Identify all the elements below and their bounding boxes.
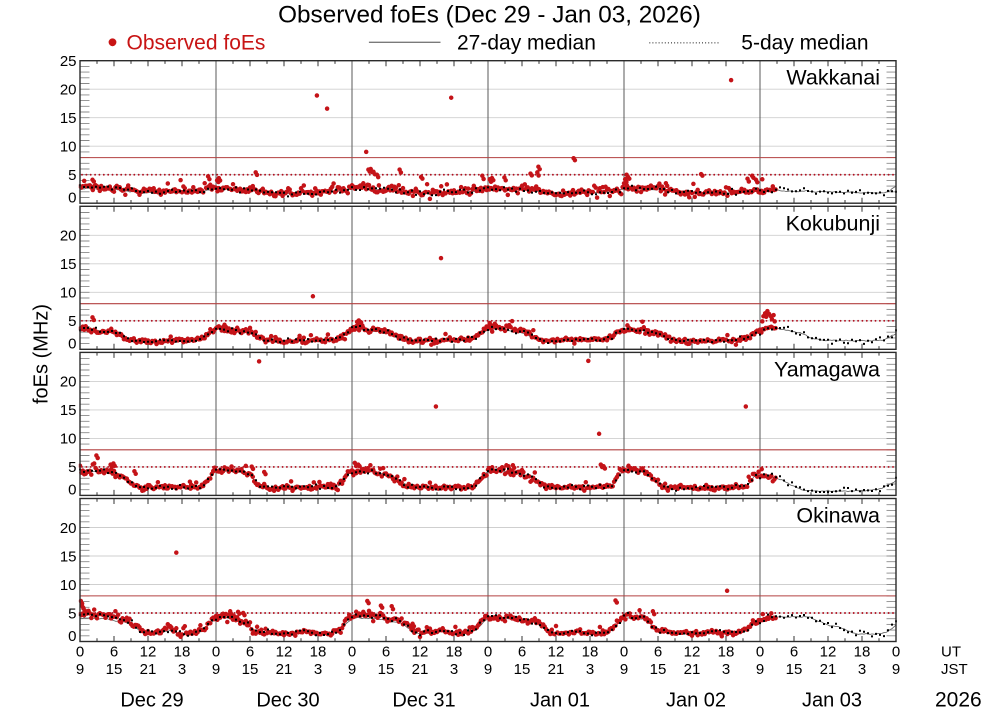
svg-text:3: 3: [722, 661, 730, 678]
svg-text:10: 10: [60, 577, 77, 594]
svg-text:9: 9: [756, 661, 764, 678]
svg-text:0: 0: [68, 336, 76, 353]
svg-text:9: 9: [484, 661, 492, 678]
svg-text:foEs (MHz): foEs (MHz): [31, 304, 53, 404]
svg-text:UT: UT: [941, 644, 961, 661]
svg-text:0: 0: [484, 644, 492, 661]
svg-text:18: 18: [718, 644, 735, 661]
svg-text:10: 10: [60, 431, 77, 448]
svg-text:3: 3: [586, 661, 594, 678]
svg-text:0: 0: [212, 644, 220, 661]
svg-text:6: 6: [246, 644, 254, 661]
svg-text:9: 9: [212, 661, 220, 678]
svg-text:Dec 31: Dec 31: [392, 690, 455, 712]
svg-text:0: 0: [68, 628, 76, 645]
svg-text:Okinawa: Okinawa: [796, 504, 880, 528]
svg-text:Dec 29: Dec 29: [120, 690, 183, 712]
svg-text:Jan 01: Jan 01: [530, 690, 590, 712]
svg-text:3: 3: [314, 661, 322, 678]
svg-text:5: 5: [68, 459, 76, 476]
svg-text:Kokubunji: Kokubunji: [786, 211, 880, 235]
svg-text:21: 21: [684, 661, 701, 678]
svg-text:5: 5: [68, 605, 76, 622]
svg-text:2026: 2026: [935, 689, 982, 712]
svg-text:20: 20: [60, 82, 77, 99]
svg-text:12: 12: [684, 644, 701, 661]
svg-text:0: 0: [756, 644, 764, 661]
svg-text:18: 18: [446, 644, 463, 661]
svg-text:0: 0: [892, 644, 900, 661]
svg-text:25: 25: [60, 53, 77, 70]
svg-text:21: 21: [412, 661, 429, 678]
svg-text:10: 10: [60, 285, 77, 302]
svg-text:Jan 03: Jan 03: [802, 690, 862, 712]
svg-text:18: 18: [854, 644, 871, 661]
svg-text:21: 21: [276, 661, 293, 678]
svg-text:3: 3: [858, 661, 866, 678]
svg-text:27-day median: 27-day median: [457, 32, 596, 55]
svg-text:6: 6: [382, 644, 390, 661]
svg-text:10: 10: [60, 139, 77, 156]
svg-text:12: 12: [548, 644, 565, 661]
svg-text:5: 5: [68, 313, 76, 330]
svg-text:6: 6: [110, 644, 118, 661]
svg-text:18: 18: [310, 644, 327, 661]
svg-text:15: 15: [378, 661, 395, 678]
svg-text:9: 9: [892, 661, 900, 678]
svg-text:18: 18: [174, 644, 191, 661]
svg-text:15: 15: [60, 548, 77, 565]
svg-text:Jan 02: Jan 02: [666, 690, 726, 712]
svg-text:12: 12: [820, 644, 837, 661]
svg-text:9: 9: [620, 661, 628, 678]
svg-text:9: 9: [348, 661, 356, 678]
svg-text:15: 15: [60, 256, 77, 273]
svg-text:21: 21: [548, 661, 565, 678]
svg-text:15: 15: [650, 661, 667, 678]
svg-text:Observed foEs: Observed foEs: [127, 32, 266, 55]
svg-text:Yamagawa: Yamagawa: [774, 357, 880, 381]
svg-text:15: 15: [106, 661, 123, 678]
svg-text:0: 0: [620, 644, 628, 661]
svg-text:12: 12: [412, 644, 429, 661]
svg-text:9: 9: [76, 661, 84, 678]
svg-text:15: 15: [242, 661, 259, 678]
svg-text:18: 18: [582, 644, 599, 661]
svg-text:0: 0: [68, 482, 76, 499]
svg-text:3: 3: [178, 661, 186, 678]
svg-text:20: 20: [60, 374, 77, 391]
svg-text:15: 15: [60, 110, 77, 127]
svg-text:0: 0: [76, 644, 84, 661]
svg-text:6: 6: [654, 644, 662, 661]
svg-text:3: 3: [450, 661, 458, 678]
svg-text:JST: JST: [941, 661, 968, 678]
svg-text:21: 21: [820, 661, 837, 678]
svg-text:5-day median: 5-day median: [741, 32, 868, 55]
svg-text:6: 6: [518, 644, 526, 661]
svg-text:5: 5: [68, 167, 76, 184]
svg-text:20: 20: [60, 520, 77, 537]
svg-text:0: 0: [348, 644, 356, 661]
svg-text:12: 12: [140, 644, 157, 661]
svg-text:20: 20: [60, 228, 77, 245]
svg-text:Dec 30: Dec 30: [256, 690, 319, 712]
svg-text:12: 12: [276, 644, 293, 661]
svg-text:15: 15: [60, 402, 77, 419]
svg-text:Observed foEs (Dec 29 - Jan 03: Observed foEs (Dec 29 - Jan 03, 2026): [278, 2, 701, 29]
svg-text:6: 6: [790, 644, 798, 661]
svg-text:15: 15: [514, 661, 531, 678]
svg-text:Wakkanai: Wakkanai: [786, 66, 880, 90]
svg-text:21: 21: [140, 661, 157, 678]
svg-text:0: 0: [68, 190, 76, 207]
svg-text:15: 15: [786, 661, 803, 678]
